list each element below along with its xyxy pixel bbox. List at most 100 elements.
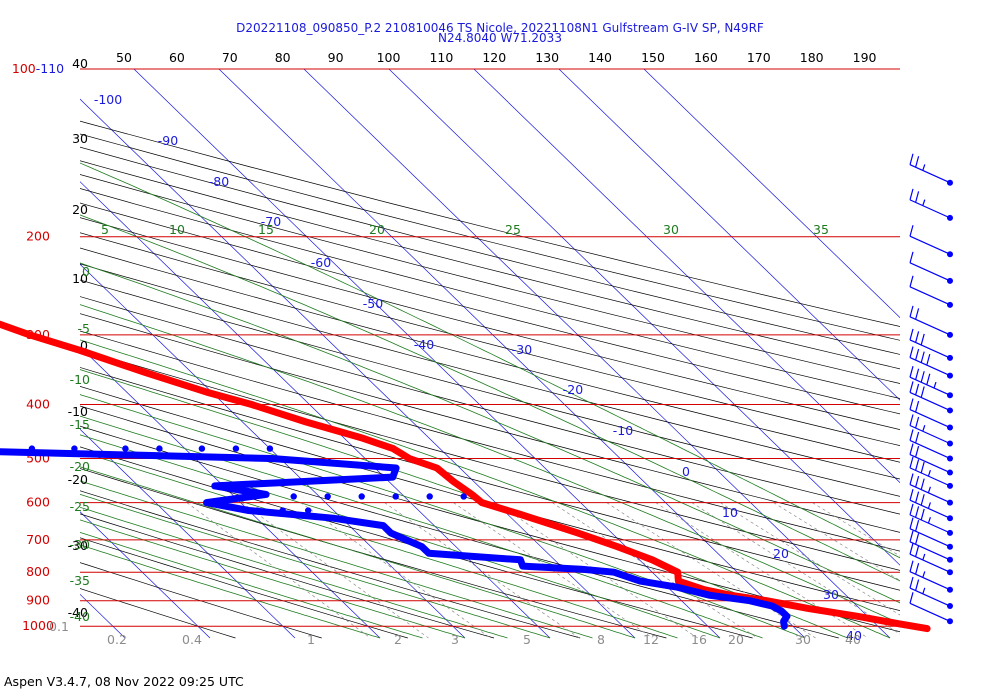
moist-adiabat-line <box>80 519 466 639</box>
moist-adiabat-line <box>80 480 593 639</box>
dewpoint-point <box>198 445 206 452</box>
moist-adiabat-line <box>80 339 891 639</box>
wind-barb <box>909 560 953 593</box>
dry-adiabat-line <box>80 490 581 639</box>
dewpoint-point <box>71 445 78 452</box>
mixing-ratio-label: 0.4 <box>182 632 202 647</box>
dewpoint-point <box>279 507 286 514</box>
mixing-ratio-label: 20 <box>728 632 744 647</box>
chart-subtitle: N24.8040 W71.2033 <box>438 31 562 45</box>
moist-adiabat-label: 0 <box>82 264 90 279</box>
dry-adiabat-line <box>80 386 900 612</box>
wind-barb <box>909 305 953 338</box>
mixing-ratio-line <box>453 502 653 639</box>
height-label: -20 <box>68 472 88 487</box>
top-axis-tick: 70 <box>222 50 238 65</box>
moist-adiabat-label: -10 <box>70 372 90 387</box>
dry-adiabat-line <box>80 537 408 639</box>
height-label: -30 <box>68 538 88 553</box>
isotherm-line <box>218 69 806 639</box>
dry-adiabat-line <box>80 348 900 571</box>
isotherm-label: 30 <box>823 587 839 602</box>
dewpoint-trace <box>0 448 791 630</box>
moist-adiabat-label: -25 <box>70 499 90 514</box>
wind-barb <box>909 188 953 221</box>
isotherm-line <box>388 69 900 566</box>
top-axis-tick: 80 <box>275 50 291 65</box>
pressure-label: 400 <box>26 396 50 411</box>
dry-adiabat-line <box>80 133 900 341</box>
moist-adiabat-line <box>80 506 508 639</box>
wind-barb <box>909 381 953 414</box>
wind-barb <box>909 592 953 625</box>
wind-barb <box>909 346 953 379</box>
pressure-label: 100-110 <box>12 61 64 76</box>
wind-barb <box>909 443 953 476</box>
dry-adiabat-line <box>80 232 900 447</box>
height-label: 40 <box>72 56 88 71</box>
chart-title: D20221108_090850_P.2 210810046 TS Nicole… <box>236 21 764 35</box>
moist-adiabat-label: -5 <box>78 321 90 336</box>
isotherm-line <box>643 69 900 319</box>
dry-adiabat-line <box>80 120 900 327</box>
wind-barb <box>909 503 953 536</box>
isotherm-label: -70 <box>261 214 281 229</box>
wind-barbs <box>909 153 953 625</box>
moist-adiabat-label: 5 <box>101 222 109 237</box>
isotherm-line <box>80 428 296 639</box>
wind-barb <box>909 251 953 284</box>
dry-adiabat-line <box>80 217 900 430</box>
moist-adiabat-line <box>80 531 423 639</box>
dry-adiabat-line <box>80 247 900 463</box>
isotherm-line <box>133 69 721 639</box>
isotherm-label: -80 <box>209 174 229 189</box>
mixing-ratio-label: 3 <box>451 632 459 647</box>
dry-adiabat-line <box>80 279 900 497</box>
moist-adiabat-line <box>80 451 678 639</box>
moist-adiabat-label: 30 <box>663 222 679 237</box>
height-label: 0 <box>80 338 88 353</box>
isotherm-line <box>0 69 40 638</box>
wind-barb <box>909 576 953 610</box>
isotherm-label: 20 <box>773 546 789 561</box>
mixing-ratio-label: 5 <box>523 632 531 647</box>
isotherm-line <box>80 511 211 639</box>
dry-adiabat-line <box>80 160 900 370</box>
dry-adiabat-line <box>80 313 900 533</box>
dry-adiabat-line <box>80 188 900 399</box>
height-label: 10 <box>72 271 88 286</box>
moist-adiabat-line <box>80 304 900 624</box>
isotherm-label: -20 <box>563 382 583 397</box>
mixing-ratio-label: 16 <box>691 632 707 647</box>
dewpoint-point <box>156 445 163 452</box>
top-axis-tick: 90 <box>328 50 344 65</box>
wind-barb <box>909 414 953 447</box>
mixing-ratio-label: 0.1 <box>49 619 69 634</box>
moist-adiabat-label: 15 <box>258 222 274 237</box>
wind-barb <box>909 543 953 576</box>
moist-adiabat-line <box>80 493 551 639</box>
top-axis-tick: 160 <box>694 50 718 65</box>
dewpoint-point <box>304 507 312 514</box>
isotherm-label: -50 <box>363 296 383 311</box>
dry-adiabat-line <box>80 202 900 415</box>
moist-adiabat-label: 35 <box>813 222 829 237</box>
wind-barb <box>909 429 953 462</box>
mixing-ratio-line <box>300 502 491 639</box>
dewpoint-point <box>122 445 129 452</box>
moist-adiabat-label: -35 <box>70 573 90 588</box>
dry-adiabat-line <box>80 367 900 591</box>
dry-adiabat-line <box>80 468 667 639</box>
moist-adiabat-label: -40 <box>70 609 90 624</box>
wind-barb <box>909 275 953 308</box>
moist-adiabat-label: 25 <box>505 222 521 237</box>
isotherm-label: -90 <box>158 133 178 148</box>
height-label: -10 <box>68 404 88 419</box>
dry-adiabat-line <box>80 513 495 639</box>
dry-adiabat-line <box>80 330 900 552</box>
moist-adiabat-label: 10 <box>169 222 185 237</box>
dewpoint-point <box>426 493 433 500</box>
moist-adiabat-line <box>80 466 636 639</box>
mixing-ratio-line <box>241 502 429 639</box>
